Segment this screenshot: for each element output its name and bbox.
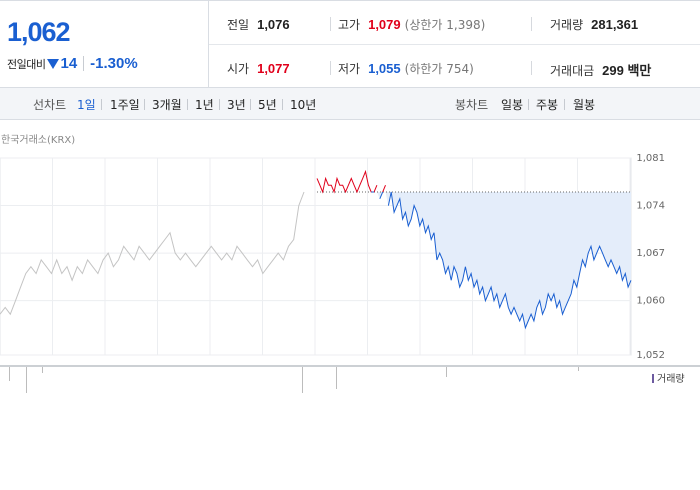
volume-bar: [336, 367, 337, 389]
prev-close-label: 전일: [227, 18, 250, 32]
tab-divider: [101, 99, 102, 110]
volume-bar: [9, 367, 10, 381]
tab-5y[interactable]: 5년: [258, 98, 277, 112]
open-value: 1,077: [257, 61, 290, 76]
tab-1d[interactable]: 1일: [77, 98, 96, 112]
info-divider: [330, 17, 331, 31]
y-tick-label: 1,060: [636, 296, 665, 307]
low-label: 저가: [338, 62, 361, 76]
amount-value: 299 백만: [602, 63, 652, 78]
change-divider: [83, 56, 85, 71]
high-cell: 고가 1,079 (상한가 1,398): [338, 16, 485, 33]
volume-cell: 거래량 281,361: [550, 16, 638, 33]
tab-divider: [187, 99, 188, 110]
change-value: 14: [60, 55, 78, 72]
volume-bars: [9, 367, 579, 393]
data-source-label: 한국거래소(KRX): [1, 135, 76, 146]
volume-legend-swatch: [652, 374, 654, 383]
y-tick-label: 1,052: [636, 350, 665, 361]
prev-close-cell: 전일 1,076: [227, 16, 290, 33]
tab-1w[interactable]: 1주일: [110, 98, 140, 112]
change-label: 전일대비: [7, 57, 46, 71]
tab-monthly-candle[interactable]: 월봉: [573, 98, 596, 112]
today-series-line-below: [371, 191, 632, 330]
y-axis-ticks: 1,081 1,074 1,067 1,060 1,052: [636, 153, 665, 361]
info-divider: [531, 61, 532, 75]
change-row: 전일대비 14 -1.30%: [7, 55, 138, 72]
info-divider: [531, 17, 532, 31]
current-price: 1,062: [7, 17, 71, 47]
tab-divider: [528, 99, 529, 110]
volume-value: 281,361: [591, 17, 639, 32]
open-label: 시가: [227, 62, 250, 76]
tab-divider: [219, 99, 220, 110]
tab-divider: [250, 99, 251, 110]
volume-bar: [446, 367, 447, 377]
today-series-line-above: [317, 172, 391, 192]
tab-3m[interactable]: 3개월: [152, 98, 182, 112]
volume-label: 거래량: [550, 18, 584, 32]
quote-info: 전일 1,076 고가 1,079 (상한가 1,398) 거래량 281,36…: [209, 1, 700, 88]
change-percent: -1.30%: [90, 55, 138, 72]
tab-10y[interactable]: 10년: [290, 98, 317, 112]
low-cell: 저가 1,055 (하한가 754): [338, 60, 474, 77]
upper-limit: (상한가 1,398): [404, 18, 486, 32]
high-label: 고가: [338, 18, 361, 32]
chart-period-tabs: 선차트 1일 1주일 3개월 1년 3년 5년 10년 봉차트 일봉 주봉 월봉: [0, 88, 700, 120]
below-prev-close-fill: [317, 192, 631, 328]
prev-close-value: 1,076: [257, 17, 290, 32]
volume-bar: [26, 367, 27, 393]
tab-1y[interactable]: 1년: [195, 98, 214, 112]
tab-divider: [282, 99, 283, 110]
tab-3y[interactable]: 3년: [227, 98, 246, 112]
y-tick-label: 1,074: [636, 201, 665, 212]
y-tick-label: 1,081: [636, 153, 665, 164]
volume-bar: [42, 367, 43, 373]
volume-legend-label: 거래량: [657, 373, 685, 385]
lower-limit: (하한가 754): [404, 62, 474, 76]
low-value: 1,055: [368, 61, 401, 76]
high-value: 1,079: [368, 17, 401, 32]
tab-divider: [144, 99, 145, 110]
info-divider: [330, 61, 331, 75]
volume-bar: [302, 367, 303, 393]
down-triangle-icon: [47, 58, 60, 69]
volume-bar: [578, 367, 579, 371]
candle-chart-heading: 봉차트: [455, 98, 489, 112]
amount-label: 거래대금: [550, 64, 595, 78]
tab-weekly-candle[interactable]: 주봉: [536, 98, 559, 112]
info-row-divider: [209, 44, 700, 45]
quote-header: 1,062 전일대비 14 -1.30% 전일 1,076 고가 1,079 (…: [0, 0, 700, 88]
previous-day-series-line: [0, 191, 305, 316]
current-price-box: 1,062 전일대비 14 -1.30%: [0, 1, 209, 88]
open-cell: 시가 1,077: [227, 60, 290, 77]
tab-daily-candle[interactable]: 일봉: [501, 98, 524, 112]
amount-cell: 거래대금 299 백만: [550, 60, 651, 79]
line-chart-heading: 선차트: [33, 98, 67, 112]
y-tick-label: 1,067: [636, 248, 665, 259]
tab-divider: [564, 99, 565, 110]
